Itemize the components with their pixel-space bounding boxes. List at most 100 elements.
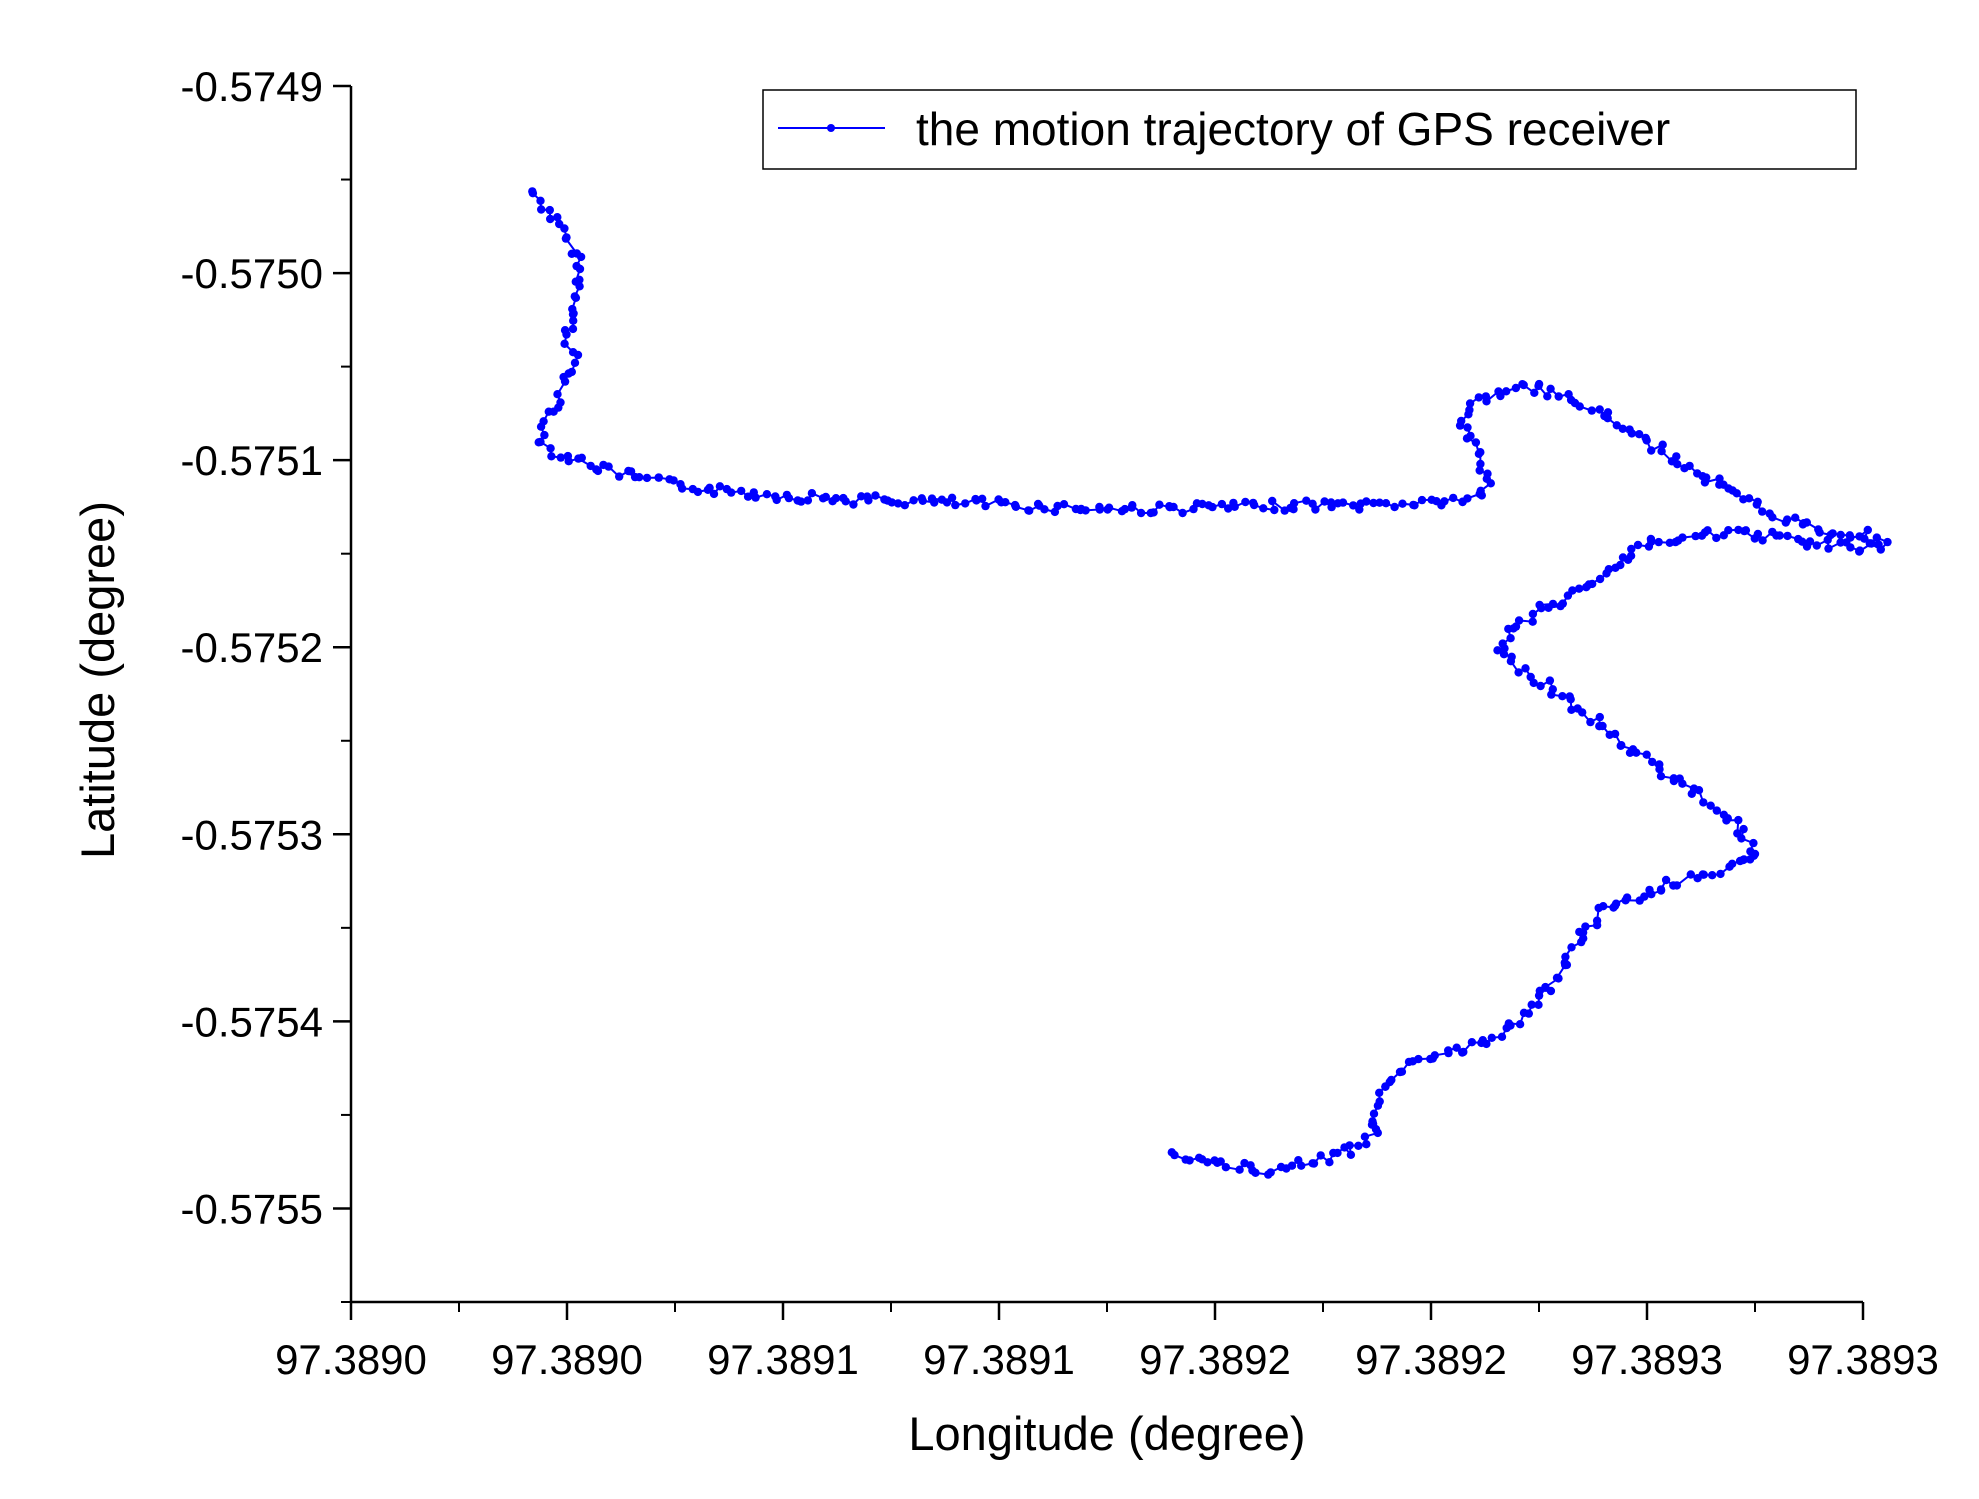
trajectory-point <box>1444 1048 1453 1058</box>
trajectory-point <box>1536 681 1545 691</box>
trajectory-point <box>1308 1159 1317 1168</box>
trajectory-point <box>1855 546 1865 555</box>
trajectory-point <box>1768 513 1777 522</box>
trajectory-point <box>1546 986 1556 996</box>
trajectory-point <box>677 484 687 493</box>
trajectory-point <box>1715 474 1724 483</box>
trajectory-point <box>1534 991 1544 1000</box>
trajectory-point <box>796 497 806 506</box>
trajectory-point <box>1815 528 1824 537</box>
trajectory-point <box>1561 960 1570 970</box>
trajectory-point <box>1458 1048 1467 1057</box>
trajectory-point <box>1499 650 1509 659</box>
trajectory-point <box>1302 496 1311 505</box>
trajectory-point <box>1457 416 1466 426</box>
y-tick-label: -0.5751 <box>181 437 323 484</box>
trajectory-point <box>571 293 581 302</box>
trajectory-point <box>743 492 753 501</box>
trajectory-point <box>1699 870 1709 879</box>
trajectory-point <box>1558 692 1567 701</box>
trajectory-point <box>1673 460 1682 469</box>
x-tick-label: 97.3893 <box>1787 1336 1939 1383</box>
trajectory-point <box>1618 553 1628 562</box>
trajectory-point <box>864 496 873 505</box>
trajectory-point <box>978 494 987 503</box>
trajectory-point <box>1595 574 1605 584</box>
trajectory-point <box>887 498 896 507</box>
trajectory-point <box>1545 676 1555 685</box>
trajectory-point <box>1595 405 1604 414</box>
trajectory-point <box>1463 423 1472 432</box>
trajectory-point <box>737 486 746 496</box>
trajectory-point <box>1722 816 1731 825</box>
trajectory-point <box>1642 750 1651 759</box>
trajectory-point <box>1694 786 1704 795</box>
trajectory-point <box>1476 486 1485 495</box>
legend-marker-sample <box>827 124 835 132</box>
trajectory-point <box>1783 531 1792 541</box>
trajectory-point <box>893 499 903 508</box>
trajectory-point <box>1428 1054 1438 1063</box>
trajectory-point <box>1521 664 1530 673</box>
trajectory-point <box>1625 425 1634 434</box>
trajectory-point <box>1338 498 1348 507</box>
trajectory-point <box>536 196 545 205</box>
trajectory-point <box>573 350 583 360</box>
trajectory-point <box>567 249 576 258</box>
trajectory-point <box>1708 871 1717 880</box>
trajectory-point <box>1059 500 1069 509</box>
trajectory-point <box>1452 1043 1461 1052</box>
trajectory-point <box>1758 507 1767 516</box>
trajectory-point <box>1463 494 1472 503</box>
trajectory-point <box>604 462 613 471</box>
trajectory-point <box>1609 903 1618 912</box>
trajectory-point <box>839 493 848 503</box>
trajectory-point <box>1791 513 1800 522</box>
trajectory-point <box>1465 405 1474 415</box>
trajectory-point <box>1395 1067 1405 1077</box>
trajectory-point <box>1208 502 1217 512</box>
trajectory-point <box>1471 438 1481 447</box>
trajectory-point <box>1627 544 1636 554</box>
trajectory-point <box>1719 531 1729 540</box>
trajectory-point <box>1749 838 1758 848</box>
x-tick-label: 97.3893 <box>1571 1336 1723 1383</box>
trajectory-point <box>772 495 781 505</box>
trajectory-point <box>1548 599 1558 609</box>
trajectory-point <box>1534 381 1543 391</box>
trajectory-point <box>1594 903 1603 913</box>
trajectory-point <box>918 496 927 505</box>
trajectory-point <box>1326 498 1336 507</box>
trajectory-point <box>1294 1156 1303 1165</box>
trajectory-point <box>1685 461 1694 471</box>
trajectory-point <box>1528 609 1538 619</box>
trajectory-point <box>1734 815 1743 825</box>
trajectory-point <box>1547 690 1556 699</box>
trajectory-point <box>1514 668 1523 677</box>
trajectory-point <box>1625 748 1635 757</box>
trajectory-point <box>1169 502 1178 512</box>
trajectory-point <box>1566 695 1575 704</box>
trajectory-point <box>1528 617 1537 626</box>
trajectory-point <box>1691 531 1700 541</box>
trajectory-point <box>1739 824 1748 834</box>
trajectory-point <box>909 496 918 505</box>
trajectory-point <box>1768 527 1777 537</box>
trajectory-point <box>635 473 644 482</box>
trajectory-point <box>1241 497 1250 507</box>
trajectory-point <box>1104 503 1114 512</box>
trajectory-point <box>1745 855 1755 864</box>
trajectory-point <box>1235 1165 1244 1174</box>
trajectory-point <box>1752 500 1762 509</box>
trajectory-point <box>1449 493 1458 503</box>
trajectory-point <box>1194 1153 1204 1163</box>
trajectory-point <box>1665 538 1675 547</box>
trajectory-point <box>784 493 794 503</box>
trajectory-point <box>1136 508 1146 518</box>
trajectory-point <box>575 264 585 274</box>
trajectory-points <box>528 187 1892 1179</box>
trajectory-point <box>1410 501 1419 510</box>
trajectory-point <box>705 483 714 492</box>
trajectory-point <box>669 476 678 485</box>
trajectory-point <box>1603 414 1612 423</box>
